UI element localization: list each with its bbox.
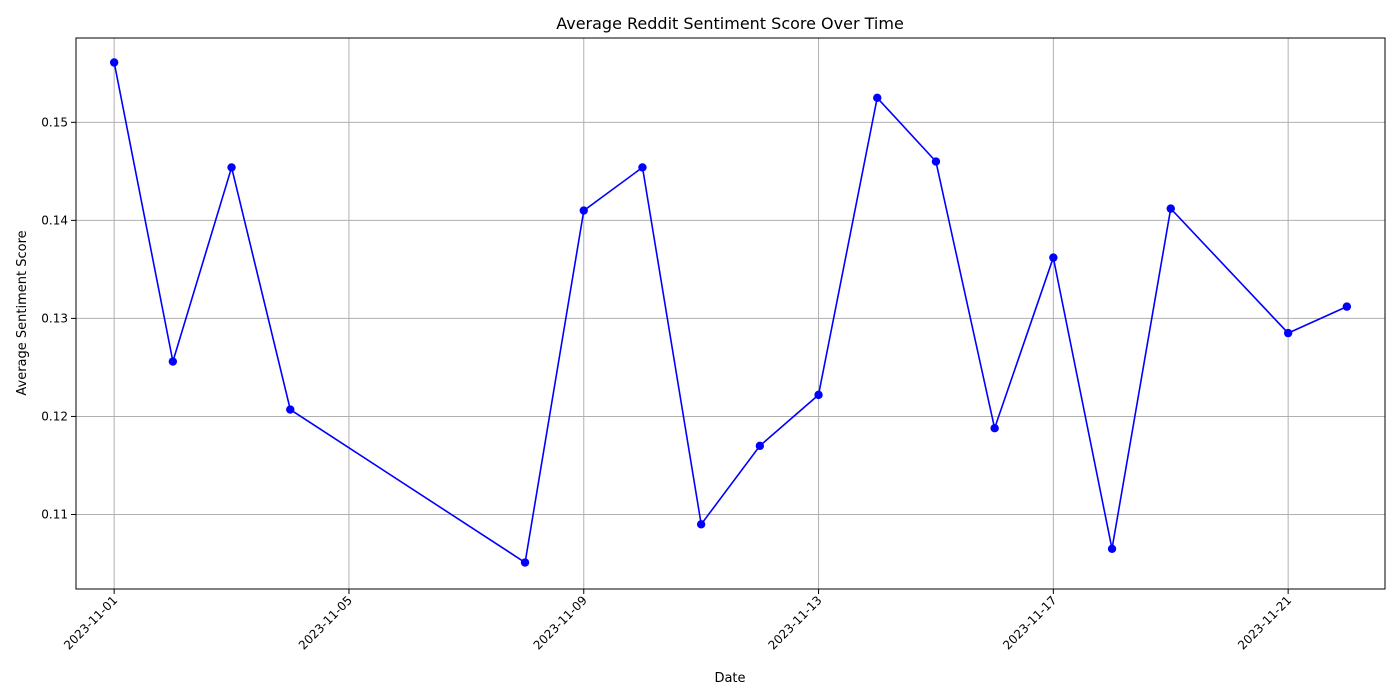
x-axis-label: Date — [714, 671, 745, 686]
data-point-marker — [931, 157, 941, 166]
plot-area-frame — [75, 37, 1386, 590]
grid — [76, 38, 1385, 589]
data-point-marker — [1049, 253, 1058, 262]
data-point-marker — [638, 163, 647, 172]
y-tick-label: 0.11 — [41, 507, 68, 521]
data-point-marker — [109, 58, 119, 67]
series-line-group — [109, 58, 1352, 567]
data-point-marker — [286, 405, 295, 414]
data-point-marker — [990, 424, 999, 433]
data-point-marker — [1283, 328, 1293, 338]
data-point-marker — [1166, 204, 1175, 213]
data-point-marker — [1342, 302, 1352, 311]
data-point-marker — [520, 558, 530, 567]
data-point-marker — [696, 520, 706, 529]
y-tick-label: 0.15 — [41, 115, 68, 129]
y-tick-label: 0.14 — [41, 213, 68, 227]
data-point-marker — [168, 357, 178, 366]
y-tick-label: 0.12 — [41, 409, 68, 423]
y-tick-label: 0.13 — [41, 311, 68, 325]
data-point-marker — [579, 206, 588, 215]
data-point-marker — [227, 163, 236, 172]
y-axis-label: Average Sentiment Score — [15, 230, 30, 395]
data-point-marker — [873, 93, 882, 103]
data-point-marker — [1107, 544, 1117, 554]
chart-title: Average Reddit Sentiment Score Over Time — [556, 14, 904, 33]
data-point-marker — [814, 390, 823, 400]
series-line — [113, 62, 1348, 564]
data-point-marker — [755, 441, 765, 451]
